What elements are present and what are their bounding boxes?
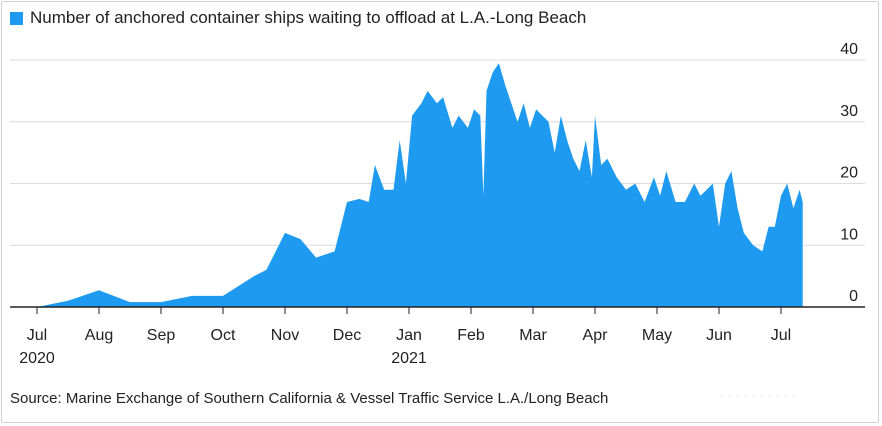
x-tick-label: Mar [519, 327, 547, 344]
x-tick-label: Dec [333, 327, 361, 344]
x-tick-label: Sep [147, 327, 176, 344]
y-tick-label: 40 [840, 41, 858, 58]
x-tick-label: Jun [706, 327, 732, 344]
x-year-label: 2020 [19, 350, 55, 367]
x-tick-label: Jul [27, 327, 47, 344]
x-tick-label: Oct [211, 327, 236, 344]
x-tick-label: Aug [85, 327, 113, 344]
y-tick-label: 30 [840, 103, 858, 120]
x-tick-label: Jan [396, 327, 422, 344]
x-tick-label: Jul [771, 327, 791, 344]
watermark: · · · · · · · · · · [720, 388, 796, 403]
legend-swatch [10, 11, 23, 25]
x-tick-label: Feb [457, 327, 485, 344]
x-tick-label: Apr [583, 327, 609, 344]
legend-label: Number of anchored container ships waiti… [30, 8, 587, 27]
x-year-label: 2021 [391, 350, 427, 367]
x-tick-label: May [642, 327, 672, 344]
y-tick-label: 0 [849, 288, 858, 305]
y-tick-label: 20 [840, 165, 858, 182]
series-area [6, 63, 803, 307]
chart-source: Source: Marine Exchange of Southern Cali… [10, 390, 609, 407]
x-tick-label: Nov [271, 327, 299, 344]
y-tick-label: 10 [840, 226, 858, 243]
chart-legend: Number of anchored container ships waiti… [10, 8, 586, 28]
